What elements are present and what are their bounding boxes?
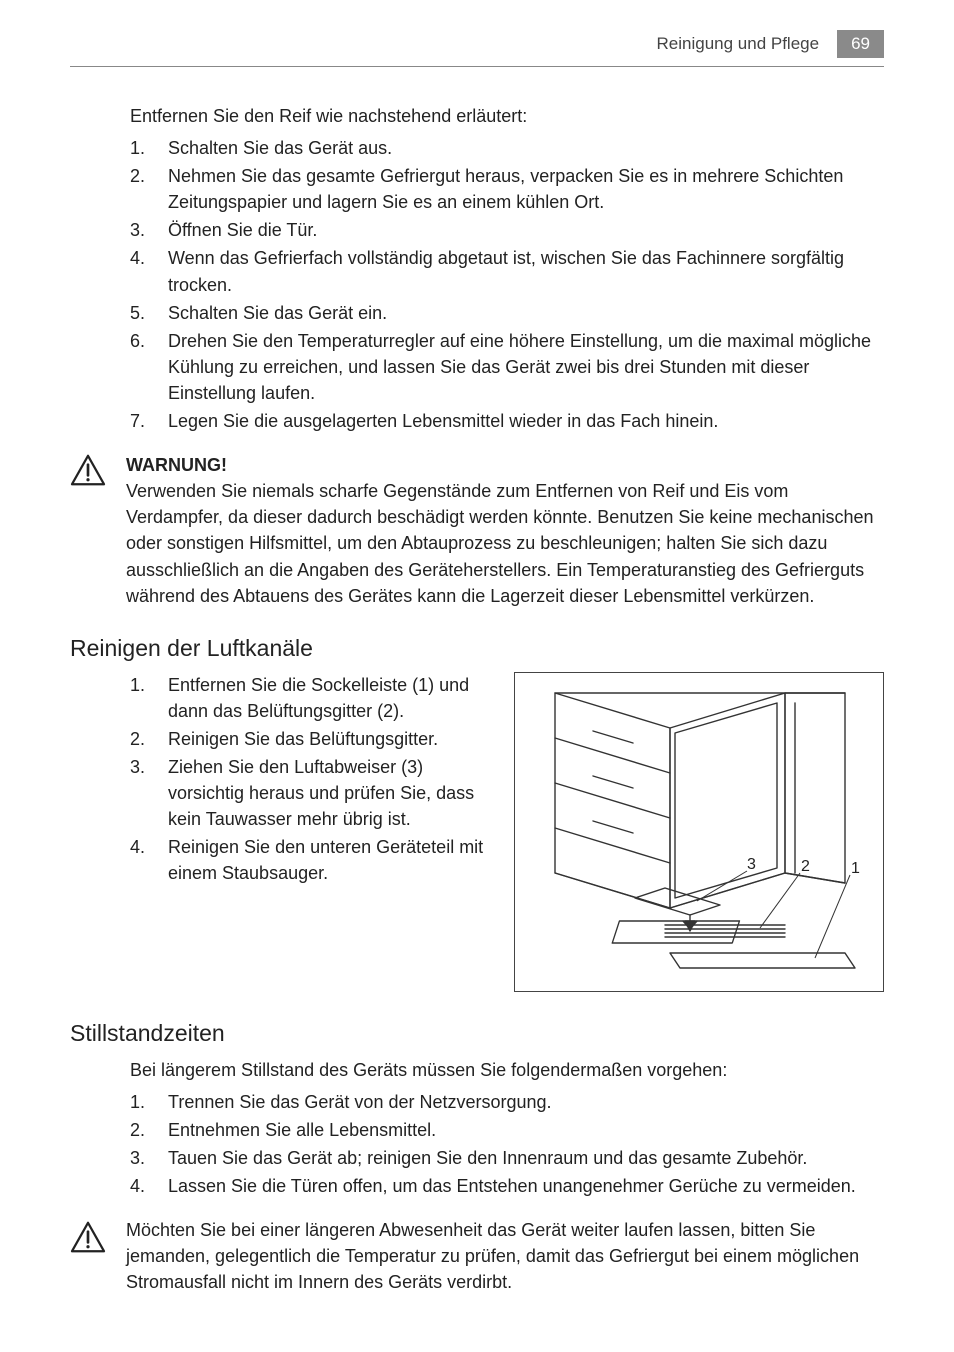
list-item: 5.Schalten Sie das Gerät ein. [130, 300, 884, 326]
intro-text: Entfernen Sie den Reif wie nachstehend e… [130, 103, 884, 129]
section-air-ducts-title: Reinigen der Luftkanäle [70, 635, 884, 662]
list-item: 3.Ziehen Sie den Luftabweiser (3) vorsic… [130, 754, 486, 832]
note-text: Möchten Sie bei einer längeren Abwesenhe… [126, 1217, 884, 1295]
air-duct-steps-list: 1.Entfernen Sie die Sockelleiste (1) und… [130, 672, 486, 887]
list-item: 2.Nehmen Sie das gesamte Gefriergut hera… [130, 163, 884, 215]
diagram-label-2: 2 [801, 858, 810, 875]
downtime-intro: Bei längerem Stillstand des Geräts müsse… [130, 1057, 884, 1083]
list-item: 4.Reinigen Sie den unteren Geräteteil mi… [130, 834, 486, 886]
diagram-label-1: 1 [851, 860, 860, 877]
list-item: 4.Lassen Sie die Türen offen, um das Ent… [130, 1173, 884, 1199]
downtime-steps-list: 1.Trennen Sie das Gerät von der Netzvers… [130, 1089, 884, 1199]
air-duct-diagram: 3 2 1 [514, 672, 884, 992]
list-item: 1.Trennen Sie das Gerät von der Netzvers… [130, 1089, 884, 1115]
header-title: Reinigung und Pflege [657, 34, 820, 54]
note-block: Möchten Sie bei einer längeren Abwesenhe… [70, 1217, 884, 1295]
list-item: 7.Legen Sie die ausgelagerten Lebensmitt… [130, 408, 884, 434]
warning-title: WARNUNG! [126, 452, 884, 478]
page-header: Reinigung und Pflege 69 [70, 30, 884, 67]
list-item: 6.Drehen Sie den Temperaturregler auf ei… [130, 328, 884, 406]
list-item: 1.Schalten Sie das Gerät aus. [130, 135, 884, 161]
diagram-label-3: 3 [747, 856, 756, 873]
caution-icon [70, 1217, 108, 1258]
list-item: 2.Entnehmen Sie alle Lebensmittel. [130, 1117, 884, 1143]
list-item: 1.Entfernen Sie die Sockelleiste (1) und… [130, 672, 486, 724]
section-downtime-title: Stillstandzeiten [70, 1020, 884, 1047]
warning-text: Verwenden Sie niemals scharfe Gegenständ… [126, 478, 884, 608]
list-item: 2.Reinigen Sie das Belüftungsgitter. [130, 726, 486, 752]
list-item: 3.Tauen Sie das Gerät ab; reinigen Sie d… [130, 1145, 884, 1171]
list-item: 3.Öffnen Sie die Tür. [130, 217, 884, 243]
list-item: 4.Wenn das Gefrierfach vollständig abget… [130, 245, 884, 297]
defrost-steps-list: 1.Schalten Sie das Gerät aus. 2.Nehmen S… [130, 135, 884, 434]
warning-block: WARNUNG! Verwenden Sie niemals scharfe G… [70, 452, 884, 609]
page-number: 69 [837, 30, 884, 58]
warning-icon [70, 452, 108, 491]
